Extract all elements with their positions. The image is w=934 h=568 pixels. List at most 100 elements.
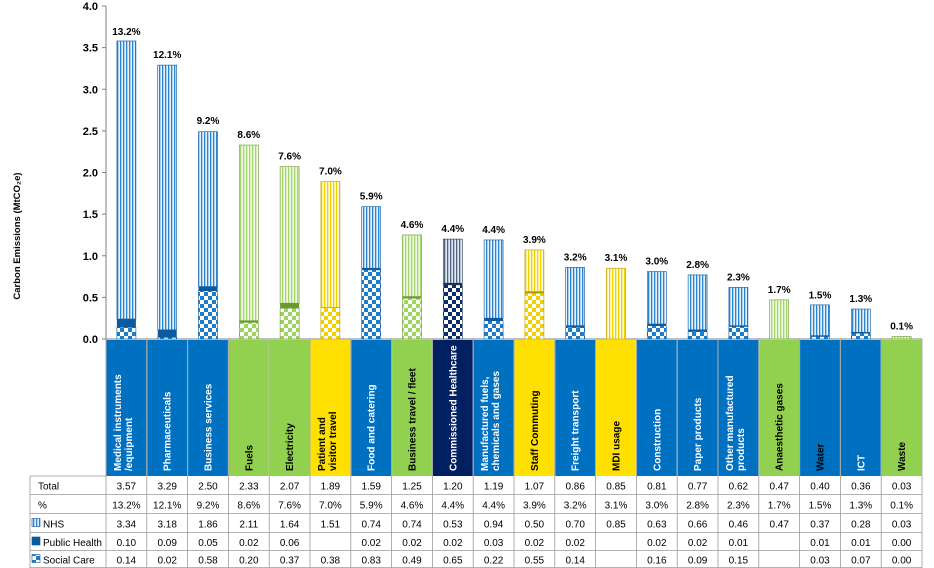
category-column [310, 340, 351, 476]
table-cell: 0.74 [402, 520, 422, 531]
bar-stack [646, 271, 667, 340]
table-cell: 7.0% [319, 501, 342, 512]
category-column [432, 340, 473, 476]
bar-stack [810, 304, 830, 340]
table-cell: 1.7% [768, 501, 791, 512]
category-label: Medical instruments/equipment [113, 374, 135, 471]
bar-stack [769, 299, 790, 340]
table-cell: 0.02 [443, 538, 463, 549]
category-column [473, 340, 514, 476]
table-cell: 0.20 [239, 556, 259, 567]
table-cell: 4.4% [441, 501, 464, 512]
y-tick-label: 2.5 [83, 126, 98, 138]
table-cell: 3.1% [605, 501, 628, 512]
table-cell: 0.85 [606, 482, 626, 493]
bar-social-care [728, 326, 749, 340]
table-cell: 2.33 [239, 482, 259, 493]
bar-percent-label: 0.1% [890, 322, 913, 333]
category-column [147, 340, 188, 476]
category-label: Freight transport [571, 390, 582, 471]
category-column [392, 340, 432, 476]
bar-stack [687, 274, 708, 340]
category-label: Staff Commuting [530, 390, 541, 471]
bar-percent-label: 3.2% [564, 252, 587, 263]
table-cell: 0.03 [484, 538, 504, 549]
table-cell: 0.03 [892, 520, 912, 531]
bar-social-care [279, 307, 300, 340]
table-cell: 0.37 [810, 520, 830, 531]
table-cell: 0.70 [565, 520, 585, 531]
bar-nhs [565, 267, 586, 326]
bar-nhs [157, 64, 177, 331]
bar-social-care [850, 332, 871, 340]
table-cell: 0.03 [892, 482, 912, 493]
category-column [228, 340, 269, 476]
category-label: MDI usage [612, 421, 623, 471]
bar-social-care [198, 290, 218, 340]
table-cell: 0.53 [443, 520, 463, 531]
table-cell: 0.02 [239, 538, 259, 549]
table-cell: 0.22 [484, 556, 504, 567]
table-cell: 0.55 [525, 556, 545, 567]
table-cell: 0.01 [729, 538, 749, 549]
bar-nhs [442, 238, 463, 284]
bar-stack [524, 249, 545, 340]
table-cell: 4.4% [482, 501, 505, 512]
bar-nhs [850, 308, 871, 333]
table-cell: 0.15 [729, 556, 749, 567]
y-tick-label: 1.5 [83, 209, 98, 221]
category-column [677, 340, 718, 476]
category-labels: Medical instruments/equipment Pharmaceuti… [106, 340, 922, 476]
table-row-label: % [38, 501, 47, 512]
bar-stack [279, 166, 300, 340]
bar-stack [116, 40, 137, 340]
table-cell: 0.10 [117, 538, 137, 549]
table-cell: 0.47 [769, 520, 789, 531]
bar-public-health [688, 329, 708, 332]
table-cell: 0.00 [892, 556, 912, 567]
bar-public-health [157, 329, 177, 338]
table-cell: 0.65 [443, 556, 463, 567]
bar-percent-label: 5.9% [360, 192, 383, 203]
table-cell: 1.86 [198, 520, 218, 531]
table-cell: 1.07 [525, 482, 545, 493]
table-cell: 0.14 [565, 556, 585, 567]
bar-percent-labels: 13.2% 12.1% 9.2% 8.6% 7.6% 7.0% 5.9% 4.6% 4.4% 4.… [112, 27, 913, 333]
bar-stack [198, 131, 218, 340]
bar-percent-label: 2.3% [727, 272, 750, 283]
table-cell: 2.8% [686, 501, 709, 512]
bar-public-health [810, 335, 830, 337]
table-cell: 5.9% [360, 501, 383, 512]
table-row: NHS 3.34 3.18 1.86 2.11 1.64 1.51 0.74 0.74 0.53 0… [30, 518, 922, 533]
table-cell: 0.02 [402, 538, 422, 549]
table-row: Total 3.57 3.29 2.50 2.33 2.07 1.89 1.59 1.25 1.2… [30, 482, 922, 495]
table-cell: 0.63 [647, 520, 667, 531]
table-cell: 0.09 [688, 556, 708, 567]
bar-percent-label: 7.6% [278, 152, 301, 163]
category-label: Business services [204, 383, 215, 471]
category-label: Patient andvisitor travel [317, 411, 339, 471]
table-cell: 3.0% [645, 501, 668, 512]
table-cell: 0.86 [565, 482, 585, 493]
bar-percent-label: 8.6% [237, 130, 260, 141]
y-tick-label: 3.5 [83, 43, 98, 55]
category-label: Construction [652, 409, 663, 471]
category-column [840, 340, 881, 476]
category-column [514, 340, 555, 476]
table-cell: 1.25 [402, 482, 422, 493]
bar-social-care [687, 331, 708, 340]
table-cell: 1.89 [321, 482, 341, 493]
bar-social-care [116, 327, 137, 340]
bar-stack [361, 206, 382, 340]
category-label: ICT [856, 455, 867, 471]
category-column [188, 340, 228, 476]
bars [116, 40, 912, 340]
bar-nhs [810, 304, 830, 336]
category-label: Fuels [244, 444, 255, 471]
bar-nhs [320, 181, 341, 308]
category-label: Anaesthetic gases [775, 383, 786, 471]
table-cell: 3.29 [157, 482, 177, 493]
table-row: Public Health 0.10 0.09 0.05 0.02 0.06 0.02 0.0… [30, 536, 922, 551]
category-column [636, 340, 677, 476]
bar-percent-label: 3.0% [645, 257, 668, 268]
